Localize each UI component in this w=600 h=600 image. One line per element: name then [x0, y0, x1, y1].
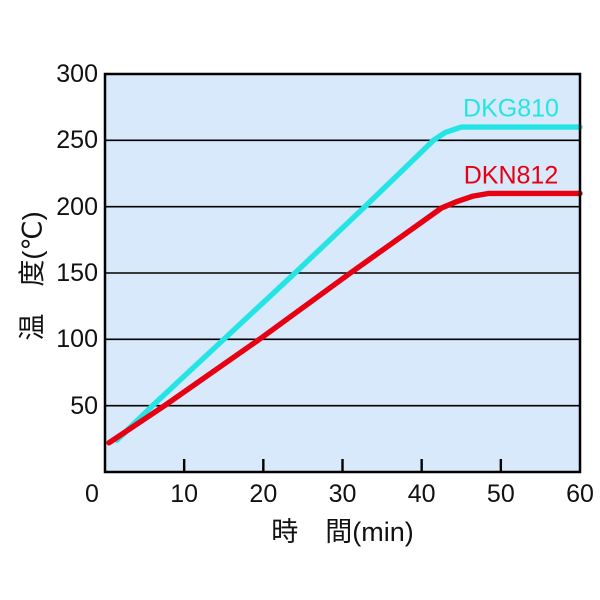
series-label-dkg810: DKG810 — [463, 94, 559, 123]
x-tick-label-40: 40 — [407, 480, 436, 508]
series-line-dkn812 — [106, 190, 583, 446]
y-tick-label-250: 250 — [56, 126, 98, 155]
x-axis-title: 時 間(min) — [271, 517, 414, 547]
y-tick-label-100: 100 — [56, 325, 98, 354]
series-line-dkg810 — [114, 124, 583, 443]
y-tick-label-50: 50 — [70, 391, 98, 420]
x-tick-label-30: 30 — [328, 480, 357, 508]
x-tick-label-20: 20 — [249, 480, 278, 508]
plot-frame — [103, 72, 582, 474]
y-tick-label-300: 300 — [56, 60, 98, 88]
y-tick-label-150: 150 — [56, 259, 98, 287]
y-tick-label-200: 200 — [56, 192, 98, 221]
plot-area — [103, 72, 583, 474]
x-tick-label-10: 10 — [170, 480, 199, 508]
x-tick-label-50: 50 — [486, 480, 515, 508]
x-tick-label-0: 0 — [85, 480, 99, 508]
y-axis-title: 温 度(℃) — [17, 211, 48, 341]
series-label-dkn812: DKN812 — [463, 161, 559, 190]
x-tick-label-60: 60 — [566, 480, 594, 508]
